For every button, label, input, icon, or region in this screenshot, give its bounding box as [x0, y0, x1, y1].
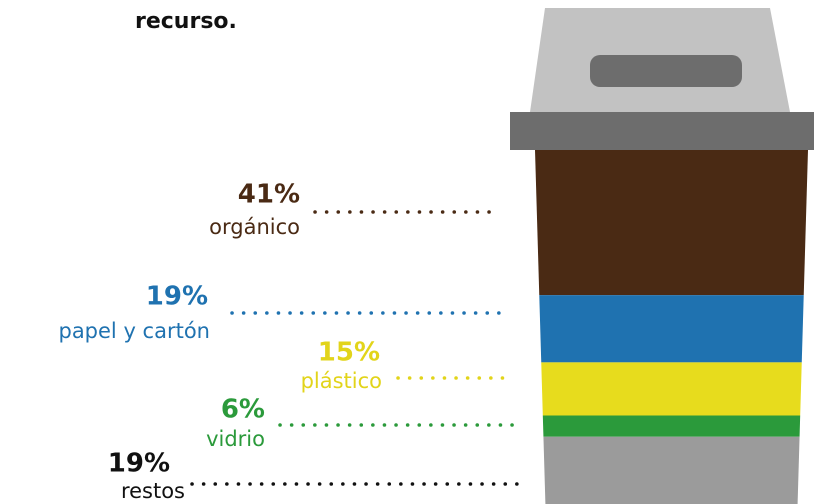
bin-segment [543, 437, 799, 504]
chart-title: recurso. [135, 9, 237, 34]
category-label: vidrio [206, 427, 265, 451]
percent-label: 19% [146, 282, 208, 312]
chart: recurso. 41% orgánico 19% papel y cartón 15%… [0, 0, 814, 504]
bin-segment [543, 416, 800, 437]
lid-rim [510, 112, 814, 150]
percent-label: 41% [238, 180, 300, 210]
bin-segment [541, 362, 802, 415]
lid-handle [590, 55, 742, 87]
percent-label: 6% [221, 395, 265, 425]
category-label: restos [121, 479, 185, 503]
category-label: plástico [301, 369, 382, 393]
bin-segment [539, 295, 803, 362]
category-label: orgánico [209, 215, 300, 239]
percent-label: 19% [108, 449, 170, 479]
category-label: papel y cartón [58, 319, 210, 343]
percent-label: 15% [318, 338, 380, 368]
bin-segment [535, 150, 808, 295]
